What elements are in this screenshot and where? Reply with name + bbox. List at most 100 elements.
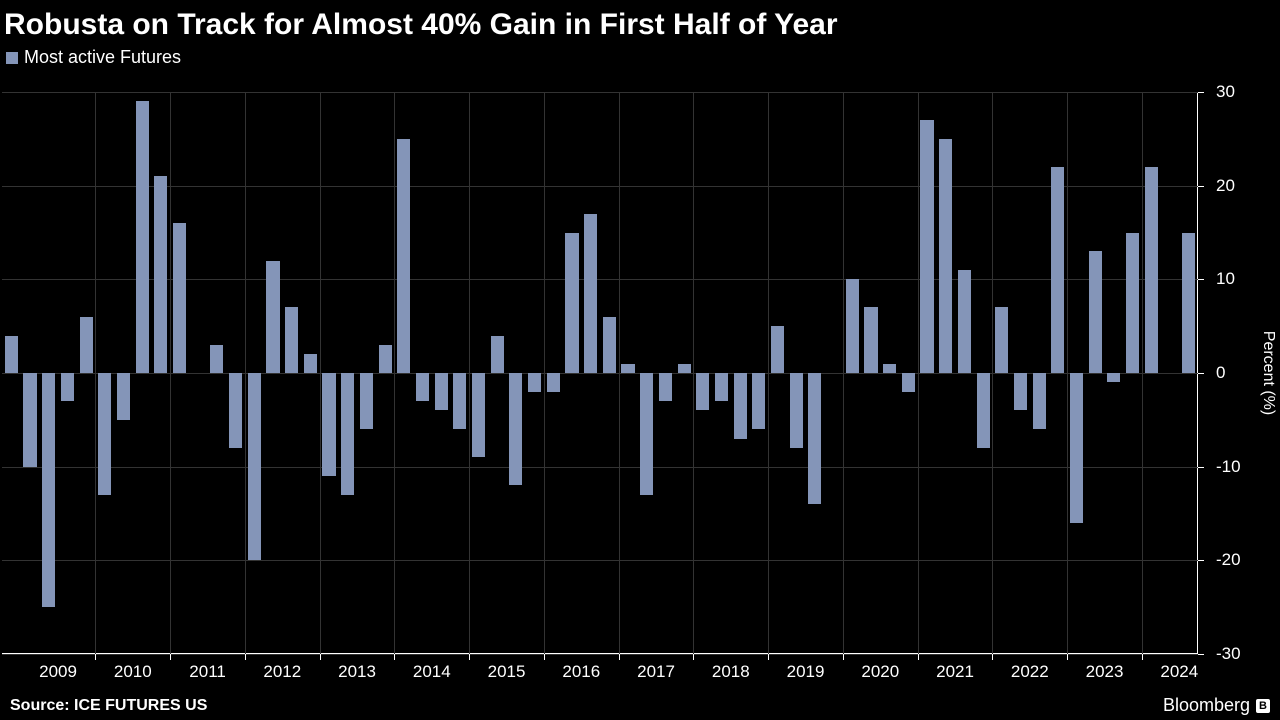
y-tick-label: 10 xyxy=(1208,269,1235,289)
bar xyxy=(1107,373,1120,382)
bar xyxy=(696,373,709,410)
x-tick-label: 2009 xyxy=(39,662,77,682)
v-gridline xyxy=(619,92,620,654)
brand-logo-icon: B xyxy=(1256,699,1270,713)
legend: Most active Futures xyxy=(0,47,1280,72)
chart-plot-area xyxy=(2,92,1198,654)
bar xyxy=(80,317,93,373)
x-tick-mark xyxy=(992,654,993,660)
footer: Source: ICE FUTURES US Bloomberg B xyxy=(0,695,1280,720)
bar xyxy=(846,279,859,373)
x-tick-label: 2018 xyxy=(712,662,750,682)
v-gridline xyxy=(95,92,96,654)
brand-text: Bloomberg xyxy=(1163,695,1250,716)
bar xyxy=(1070,373,1083,523)
bar xyxy=(266,261,279,373)
v-gridline xyxy=(992,92,993,654)
x-tick-label: 2015 xyxy=(488,662,526,682)
x-tick-label: 2012 xyxy=(263,662,301,682)
bar xyxy=(1182,233,1195,374)
bar xyxy=(528,373,541,392)
h-gridline xyxy=(2,467,1198,468)
bar xyxy=(790,373,803,448)
bar xyxy=(1145,167,1158,373)
x-tick-label: 2011 xyxy=(189,662,226,682)
y-tick-label: -30 xyxy=(1208,644,1241,664)
h-gridline xyxy=(2,560,1198,561)
bar xyxy=(509,373,522,485)
x-tick-label: 2019 xyxy=(787,662,825,682)
x-tick-label: 2024 xyxy=(1160,662,1198,682)
bar xyxy=(173,223,186,373)
bar xyxy=(752,373,765,429)
y-tick-label: -10 xyxy=(1208,457,1241,477)
y-tick-label: 30 xyxy=(1208,82,1235,102)
y-tick-column: -30-20-100102030 xyxy=(1200,92,1260,654)
legend-label: Most active Futures xyxy=(24,47,181,68)
y-tick-label: 20 xyxy=(1208,176,1235,196)
bar xyxy=(304,354,317,373)
h-gridline xyxy=(2,92,1198,93)
bar xyxy=(640,373,653,495)
v-gridline xyxy=(394,92,395,654)
y-tick-mark xyxy=(1198,654,1204,655)
bar xyxy=(995,307,1008,373)
v-gridline xyxy=(918,92,919,654)
bar xyxy=(397,139,410,373)
x-tick-label: 2014 xyxy=(413,662,451,682)
x-tick-mark xyxy=(245,654,246,660)
v-gridline xyxy=(170,92,171,654)
bar xyxy=(360,373,373,429)
bar xyxy=(715,373,728,401)
v-gridline xyxy=(1067,92,1068,654)
bar xyxy=(117,373,130,420)
x-tick-mark xyxy=(469,654,470,660)
v-gridline xyxy=(245,92,246,654)
x-tick-label: 2013 xyxy=(338,662,376,682)
x-tick-mark xyxy=(918,654,919,660)
bar xyxy=(939,139,952,373)
x-tick-mark xyxy=(843,654,844,660)
chart-title: Robusta on Track for Almost 40% Gain in … xyxy=(0,0,1280,47)
v-gridline xyxy=(1142,92,1143,654)
bar xyxy=(379,345,392,373)
bar xyxy=(453,373,466,429)
x-tick-label: 2020 xyxy=(861,662,899,682)
bar xyxy=(808,373,821,504)
v-gridline xyxy=(544,92,545,654)
bar xyxy=(491,336,504,373)
x-tick-mark xyxy=(1067,654,1068,660)
x-tick-mark xyxy=(95,654,96,660)
x-tick-label: 2021 xyxy=(936,662,974,682)
bar xyxy=(621,364,634,373)
x-tick-mark xyxy=(768,654,769,660)
h-gridline xyxy=(2,186,1198,187)
bar xyxy=(734,373,747,439)
bar xyxy=(1126,233,1139,374)
bar xyxy=(678,364,691,373)
bar xyxy=(341,373,354,495)
bar xyxy=(5,336,18,373)
bar xyxy=(584,214,597,373)
v-gridline xyxy=(693,92,694,654)
bar xyxy=(1089,251,1102,373)
source-text: Source: ICE FUTURES US xyxy=(10,697,207,715)
bar xyxy=(920,120,933,373)
x-tick-row: 2009201020112012201320142015201620172018… xyxy=(2,662,1198,686)
bar xyxy=(565,233,578,374)
bar xyxy=(958,270,971,373)
bar xyxy=(902,373,915,392)
x-tick-label: 2022 xyxy=(1011,662,1049,682)
v-gridline xyxy=(469,92,470,654)
brand: Bloomberg B xyxy=(1163,695,1270,716)
x-tick-mark xyxy=(544,654,545,660)
bar xyxy=(1051,167,1064,373)
legend-swatch xyxy=(6,52,18,64)
x-tick-mark xyxy=(170,654,171,660)
bar xyxy=(61,373,74,401)
y-tick-label: 0 xyxy=(1208,363,1225,383)
bar xyxy=(23,373,36,467)
bar xyxy=(136,101,149,373)
bar xyxy=(977,373,990,448)
bar xyxy=(1033,373,1046,429)
